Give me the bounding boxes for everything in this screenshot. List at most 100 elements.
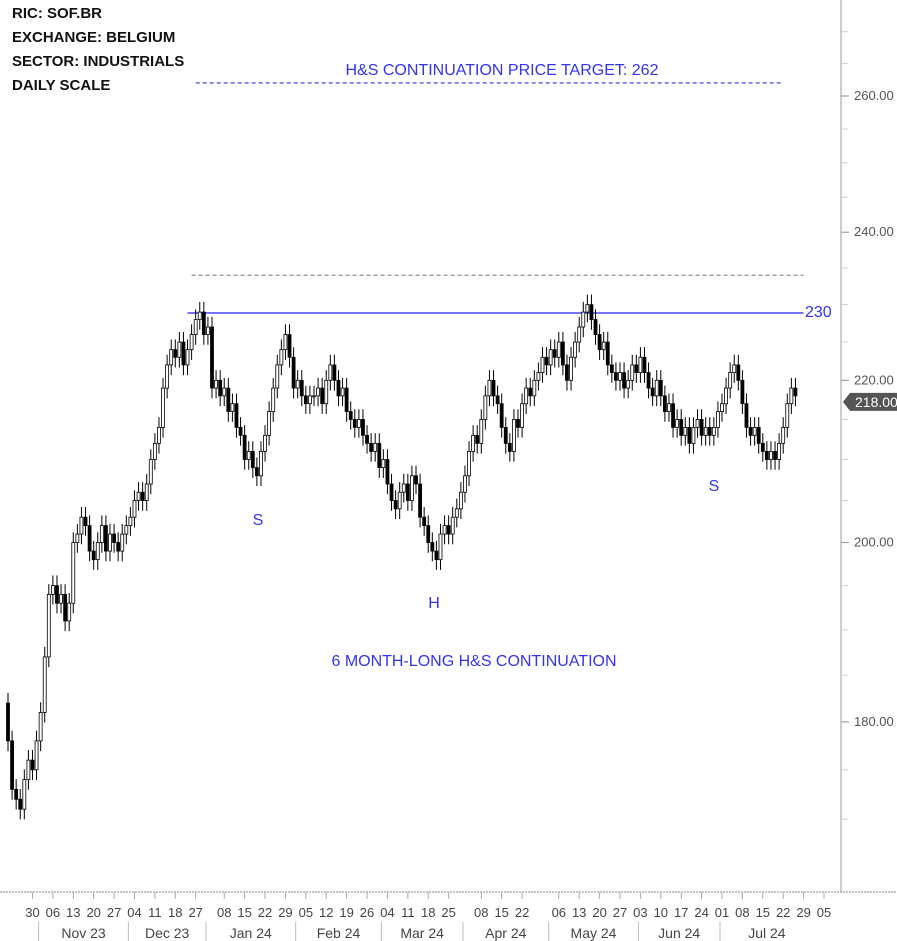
candle-body-down bbox=[140, 491, 145, 501]
candle-body-down bbox=[6, 702, 10, 742]
candle bbox=[593, 309, 598, 345]
candle-body-down bbox=[250, 451, 255, 469]
candle bbox=[532, 370, 537, 407]
candle-body-up bbox=[193, 319, 198, 335]
candle bbox=[609, 354, 614, 383]
candle-body-up bbox=[720, 403, 724, 412]
x-tick-label: 27 bbox=[613, 905, 627, 920]
x-tick-label: 26 bbox=[360, 905, 374, 920]
candle-body-down bbox=[63, 593, 68, 622]
candle-body-up bbox=[177, 341, 182, 358]
candle-body-up bbox=[450, 516, 455, 535]
candle-body-up bbox=[50, 585, 55, 595]
month-label: Jan 24 bbox=[230, 925, 272, 941]
x-tick-label: 25 bbox=[441, 905, 455, 920]
candle-body-up bbox=[148, 459, 153, 485]
x-tick-label: 27 bbox=[188, 905, 202, 920]
candle bbox=[63, 584, 68, 632]
candle bbox=[646, 362, 651, 399]
candle bbox=[475, 425, 480, 454]
candle bbox=[385, 449, 390, 495]
candle bbox=[18, 789, 23, 820]
candle bbox=[108, 523, 112, 562]
candle-body-up bbox=[520, 403, 524, 428]
candle-body-down bbox=[303, 395, 308, 405]
scale-label: DAILY SCALE bbox=[12, 77, 111, 94]
candle-body-up bbox=[75, 533, 80, 543]
candle bbox=[316, 377, 320, 407]
candle bbox=[520, 393, 524, 438]
y-tick-label: 180.00 bbox=[854, 714, 894, 729]
x-tick-label: 15 bbox=[494, 905, 508, 920]
candle-body-down bbox=[756, 426, 761, 444]
candle-body-up bbox=[95, 542, 100, 561]
candle-body-up bbox=[267, 411, 272, 436]
candle-body-up bbox=[458, 491, 463, 510]
candle-body-up bbox=[340, 387, 345, 397]
candle-body-down bbox=[299, 379, 304, 397]
candle bbox=[173, 339, 178, 368]
month-label: Mar 24 bbox=[400, 925, 444, 941]
candle bbox=[14, 779, 19, 810]
candle bbox=[618, 362, 622, 391]
candle-body-up bbox=[667, 403, 671, 412]
candle-body-down bbox=[87, 525, 92, 552]
candle-body-down bbox=[414, 475, 418, 485]
candle-body-up bbox=[165, 364, 170, 389]
candle bbox=[556, 331, 561, 368]
candle bbox=[410, 465, 414, 511]
last-price-label: 218.00 bbox=[855, 394, 897, 410]
x-tick-label: 01 bbox=[715, 905, 729, 920]
candle-body-down bbox=[593, 319, 598, 335]
candle-body-down bbox=[226, 387, 231, 412]
candle bbox=[642, 347, 647, 383]
candle-body-down bbox=[361, 419, 365, 436]
x-tick-label: 08 bbox=[217, 905, 231, 920]
candle-body-down bbox=[793, 387, 798, 397]
candle bbox=[434, 540, 439, 570]
candle bbox=[422, 507, 427, 536]
candle-body-down bbox=[385, 459, 390, 485]
candle-body-down bbox=[544, 356, 549, 366]
candle-body-up bbox=[585, 304, 590, 313]
candle-body-down bbox=[55, 585, 59, 604]
candle-body-down bbox=[418, 483, 422, 518]
candle bbox=[344, 377, 349, 422]
last-price-tag bbox=[843, 392, 897, 411]
candle bbox=[662, 385, 667, 422]
candle bbox=[169, 339, 174, 376]
candle bbox=[536, 362, 541, 391]
candle-body-down bbox=[405, 483, 410, 501]
candle-body-down bbox=[181, 341, 186, 366]
candle bbox=[161, 377, 165, 438]
candle-body-up bbox=[152, 442, 157, 460]
candle-body-up bbox=[442, 525, 447, 535]
candle bbox=[238, 417, 243, 446]
candle-body-down bbox=[434, 550, 439, 561]
candle-body-up bbox=[483, 395, 488, 420]
candle bbox=[711, 417, 716, 446]
candle bbox=[50, 575, 55, 605]
candle-body-down bbox=[699, 419, 704, 436]
candle-body-up bbox=[548, 349, 553, 366]
candle bbox=[540, 347, 545, 383]
candle-body-up bbox=[128, 516, 133, 527]
candle-body-up bbox=[732, 364, 737, 374]
candle bbox=[748, 417, 753, 446]
month-label: May 24 bbox=[571, 925, 617, 941]
candle bbox=[397, 482, 402, 520]
candle-body-up bbox=[22, 779, 27, 810]
candle-body-up bbox=[654, 379, 659, 397]
candle-body-up bbox=[556, 341, 561, 358]
candle-body-up bbox=[271, 387, 276, 412]
candle-body-up bbox=[108, 533, 112, 552]
candle-body-down bbox=[426, 525, 431, 543]
candle bbox=[254, 457, 259, 487]
x-tick-label: 13 bbox=[66, 905, 80, 920]
candle bbox=[687, 417, 692, 454]
candle-body-down bbox=[671, 403, 675, 428]
candle-body-down bbox=[658, 379, 663, 397]
y-tick-label: 260.00 bbox=[854, 88, 894, 103]
candle-body-down bbox=[679, 419, 684, 436]
candle bbox=[87, 515, 92, 562]
